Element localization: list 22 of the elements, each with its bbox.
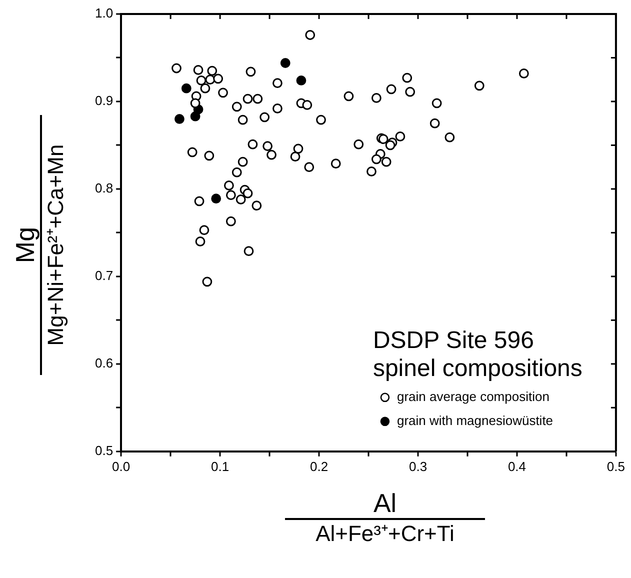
y-tick-label: 0.9 bbox=[94, 93, 114, 108]
point bbox=[211, 194, 222, 204]
x-tick-label: 0.4 bbox=[508, 458, 526, 474]
legend-label: grain with magnesiowüstite bbox=[396, 412, 554, 428]
y-tick-label: 0.8 bbox=[94, 180, 114, 196]
x-tick-label: 0.2 bbox=[310, 458, 328, 474]
point bbox=[174, 114, 184, 124]
x-tick-label: 0.0 bbox=[112, 458, 130, 474]
y-tick-label: 0.5 bbox=[94, 442, 114, 458]
y-tick-label: 0.6 bbox=[94, 356, 114, 370]
x-tick-label: 0.1 bbox=[211, 458, 230, 474]
legend-label: grain average composition bbox=[396, 388, 550, 404]
y-axis-title: Mg Mg+Ni+Fe²⁺+Ca+Mn bbox=[10, 144, 69, 346]
x-tick-label: 0.5 bbox=[606, 458, 626, 474]
point bbox=[181, 83, 192, 94]
point bbox=[296, 76, 306, 86]
x-axis-title: Al Al+Fe³⁺+Cr+Ti bbox=[316, 488, 454, 548]
y-tick-label: 1.0 bbox=[94, 6, 114, 21]
x-tick-label: 0.3 bbox=[408, 458, 428, 474]
legend-title: DSDP Site 596 spinel compositions bbox=[372, 327, 582, 382]
point bbox=[280, 58, 290, 68]
y-tick-label: 0.7 bbox=[94, 268, 114, 284]
